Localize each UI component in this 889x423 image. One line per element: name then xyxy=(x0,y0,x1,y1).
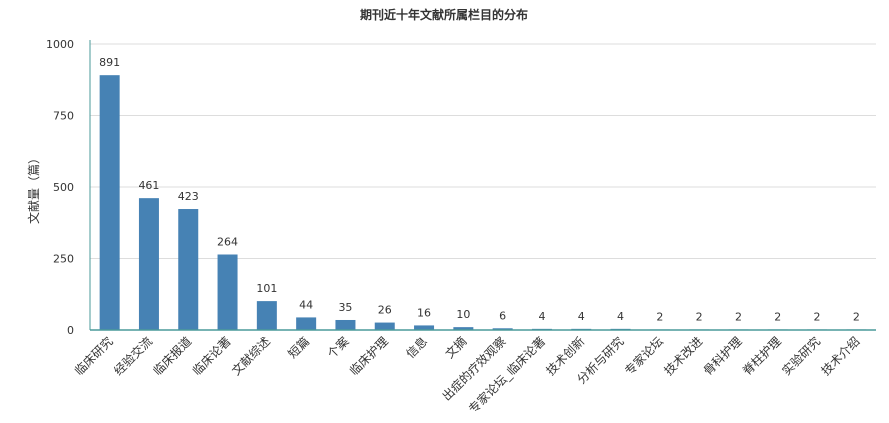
data-label: 264 xyxy=(217,235,238,248)
data-label: 26 xyxy=(378,304,392,317)
data-label: 44 xyxy=(299,298,313,311)
data-label: 461 xyxy=(138,179,159,192)
data-label: 10 xyxy=(456,308,470,321)
bar[interactable] xyxy=(138,198,159,330)
y-tick-label: 750 xyxy=(53,110,74,123)
x-tick-label: 技术介绍 xyxy=(819,334,863,378)
y-tick-label: 1000 xyxy=(46,38,74,51)
x-tick-label: 个案 xyxy=(324,334,352,362)
y-axis-label: 文献量（篇） xyxy=(26,152,41,224)
data-label: 2 xyxy=(696,310,703,323)
x-tick-label: 专家论坛 xyxy=(621,334,666,379)
x-tick-label: 文献综述 xyxy=(228,334,273,379)
axes xyxy=(89,40,876,331)
x-tick-label: 临床护理 xyxy=(347,334,391,378)
bar[interactable] xyxy=(296,317,317,330)
tick-labels: 02505007501000891临床研究461经验交流423临床报道264临床… xyxy=(46,38,862,416)
bar[interactable] xyxy=(492,328,513,330)
y-tick-label: 250 xyxy=(53,253,74,266)
y-tick-label: 500 xyxy=(53,181,74,194)
data-label: 4 xyxy=(578,310,585,323)
bar[interactable] xyxy=(374,322,395,330)
bars xyxy=(99,75,867,330)
data-label: 35 xyxy=(338,301,352,314)
gridlines xyxy=(90,43,876,259)
bar[interactable] xyxy=(178,209,199,330)
x-tick-label: 骨科护理 xyxy=(701,334,745,378)
x-tick-label: 脊柱护理 xyxy=(739,334,784,379)
x-tick-label: 文摘 xyxy=(442,334,470,362)
chart-title: 期刊近十年文献所属栏目的分布 xyxy=(360,7,528,22)
data-label: 2 xyxy=(853,310,860,323)
data-label: 2 xyxy=(656,310,663,323)
data-label: 4 xyxy=(617,310,624,323)
bar[interactable] xyxy=(217,254,238,330)
bar[interactable] xyxy=(414,325,435,330)
x-tick-label: 信息 xyxy=(403,334,431,362)
x-tick-label: 临床研究 xyxy=(71,334,116,379)
x-tick-label: 短篇 xyxy=(285,334,313,362)
x-tick-label: 实验研究 xyxy=(779,334,824,379)
data-label: 6 xyxy=(499,309,506,322)
data-label: 4 xyxy=(538,310,545,323)
data-label: 2 xyxy=(814,310,821,323)
x-tick-label: 临床论著 xyxy=(190,334,234,378)
data-label: 16 xyxy=(417,306,431,319)
x-tick-label: 临床报道 xyxy=(150,334,195,379)
bar[interactable] xyxy=(99,75,120,330)
data-label: 101 xyxy=(256,282,277,295)
data-label: 423 xyxy=(178,190,199,203)
bar[interactable] xyxy=(453,327,474,330)
bar[interactable] xyxy=(256,301,277,330)
data-label: 891 xyxy=(99,56,120,69)
data-label: 2 xyxy=(774,310,781,323)
x-tick-label: 经验交流 xyxy=(111,334,156,379)
x-tick-label: 技术改进 xyxy=(661,334,705,378)
data-label: 2 xyxy=(735,310,742,323)
y-tick-label: 0 xyxy=(67,324,74,337)
bar[interactable] xyxy=(335,319,356,330)
